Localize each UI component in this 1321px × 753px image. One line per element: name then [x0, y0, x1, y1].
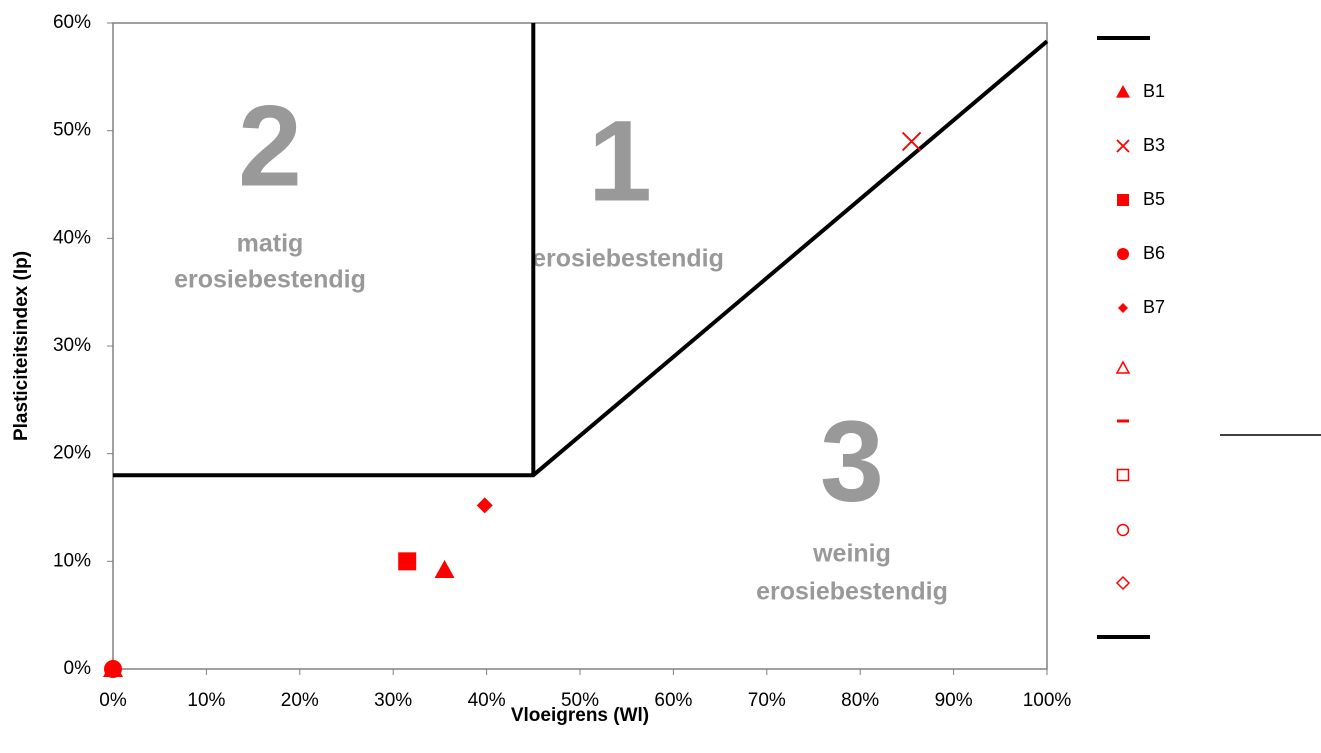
- x-tick-label: 100%: [1023, 690, 1072, 711]
- legend-label: B7: [1143, 297, 1165, 317]
- y-tick-label: 50%: [53, 120, 91, 141]
- legend-marker: [1117, 248, 1129, 260]
- y-axis-title: Plasticiteitsindex (Ip): [11, 251, 32, 441]
- zone-label: erosiebestendig: [174, 266, 366, 294]
- zone-label: matig: [237, 230, 304, 258]
- x-tick-label: 30%: [374, 690, 412, 711]
- x-tick-label: 20%: [281, 690, 319, 711]
- legend-decor: [1097, 36, 1321, 639]
- y-tick-label: 30%: [53, 335, 91, 356]
- legend-label: B3: [1143, 135, 1165, 155]
- legend-label: B1: [1143, 81, 1165, 101]
- legend-marker: [1117, 194, 1129, 206]
- x-tick-label: 60%: [654, 690, 692, 711]
- marker: [901, 131, 922, 152]
- y-tick-label: 60%: [53, 12, 91, 33]
- zone-label: erosiebestendig: [756, 578, 948, 606]
- legend-item: B5: [1143, 189, 1165, 209]
- x-tick-label: 70%: [748, 690, 786, 711]
- y-tick-label: 10%: [53, 550, 91, 571]
- x-tick-label: 0%: [99, 690, 127, 711]
- x-tick-label: 50%: [561, 690, 599, 711]
- x-tick-label: 90%: [935, 690, 973, 711]
- legend-marker: [1116, 85, 1130, 98]
- legend-marker: [1116, 139, 1130, 153]
- marker: [104, 660, 122, 678]
- zone-label: weinig: [812, 540, 891, 568]
- x-tick-label: 10%: [187, 690, 225, 711]
- legend-item: B1: [1143, 81, 1165, 101]
- zone-label: 3: [820, 397, 884, 525]
- marker: [476, 497, 493, 514]
- legend-item: B7: [1143, 297, 1165, 317]
- zone-label: 1: [588, 97, 652, 225]
- y-tick-label: 40%: [53, 227, 91, 248]
- zone-label: 2: [238, 82, 302, 210]
- zone-label: erosiebestendig: [532, 245, 724, 273]
- x-tick-label: 40%: [468, 690, 506, 711]
- x-axis-title: Vloeigrens (Wl): [511, 705, 649, 726]
- legend-label: B6: [1143, 243, 1165, 263]
- legend-marker: [1118, 303, 1128, 313]
- y-tick-label: 20%: [53, 443, 91, 464]
- legend-label: B5: [1143, 189, 1165, 209]
- y-tick-label: 0%: [64, 658, 92, 679]
- marker: [398, 552, 417, 571]
- marker: [434, 559, 455, 578]
- x-tick-label: 80%: [841, 690, 879, 711]
- legend-item: B6: [1143, 243, 1165, 263]
- legend-item: B3: [1143, 135, 1165, 155]
